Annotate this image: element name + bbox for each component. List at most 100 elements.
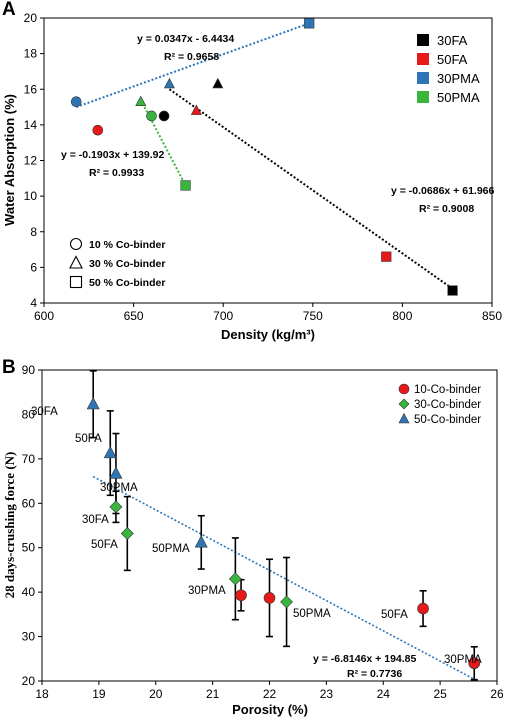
a-y-tick-label: 6 xyxy=(30,260,37,274)
b-legend-marker xyxy=(398,398,410,410)
b-point-label: 50FA xyxy=(75,433,102,445)
a-y-tick-label: 14 xyxy=(24,118,38,132)
b-data-point xyxy=(194,535,208,548)
a-legend-swatch xyxy=(417,34,429,46)
a-data-point xyxy=(146,110,157,122)
b-x-tick-label: 18 xyxy=(35,687,49,701)
b-point-label: 50PMA xyxy=(152,543,190,555)
b-x-tick-label: 25 xyxy=(433,687,447,701)
chart-panel-a: A 600 650 700 750 800 850 4 6 8 10 12 14 16 18 20 Densi… xyxy=(2,0,502,342)
a-data-point xyxy=(180,180,191,191)
b-y-tick-label: 40 xyxy=(22,585,36,599)
a-shape-legend-square xyxy=(69,275,83,289)
b-data-point xyxy=(468,657,481,670)
b-x-tick-label: 19 xyxy=(92,687,106,701)
a-legend-label: 50PMA xyxy=(437,90,480,105)
b-y-axis-label: 28 days-crushing force (N) xyxy=(2,452,17,599)
b-y-tick-label: 60 xyxy=(22,496,36,510)
a-x-tick-label: 850 xyxy=(482,309,502,323)
b-data-point xyxy=(280,595,293,609)
b-trendline-equation: y = -6.8146x + 194.85 xyxy=(313,653,416,665)
b-data-point xyxy=(120,527,134,540)
a-legend-label: 30FA xyxy=(437,33,468,48)
a-x-tick-label: 600 xyxy=(34,309,54,323)
b-point-label: 30PMA xyxy=(100,482,138,494)
b-x-tick-label: 24 xyxy=(377,687,391,701)
b-x-tick-label: 20 xyxy=(149,687,163,701)
a-y-tick-label: 8 xyxy=(30,225,37,239)
b-y-tick-label: 30 xyxy=(22,630,36,644)
a-data-point xyxy=(304,18,315,29)
b-trendline-r2: R² = 0.7736 xyxy=(347,668,402,680)
b-x-tick-label: 22 xyxy=(263,687,277,701)
a-x-tick-label: 800 xyxy=(392,309,412,323)
b-data-point xyxy=(263,592,276,604)
a-y-axis-label: Water Absorption (%) xyxy=(2,94,17,226)
a-trendline xyxy=(168,88,454,290)
a-trendline xyxy=(75,22,310,109)
a-shape-legend-triangle xyxy=(69,255,83,269)
b-point-label: 30PMA xyxy=(444,654,482,666)
b-data-point xyxy=(235,589,247,602)
a-legend-label: 30PMA xyxy=(437,71,480,86)
a-legend-label: 50FA xyxy=(437,52,468,67)
a-y-tick-label: 18 xyxy=(24,47,38,61)
panel-label-a: A xyxy=(2,0,16,20)
a-data-point xyxy=(447,285,458,296)
b-legend-label: 10-Co-binder xyxy=(414,384,481,396)
chart-panel-b: B 18 19 20 21 22 23 24 25 26 20 30 40 50 60 70 80 90 Poro… xyxy=(2,357,504,717)
a-shape-legend-label: 50 % Co-binder xyxy=(89,277,165,289)
a-x-tick-label: 750 xyxy=(303,309,323,323)
a-data-point xyxy=(212,77,224,89)
b-point-label: 50FA xyxy=(381,609,408,621)
a-data-point xyxy=(135,95,147,107)
b-legend-marker xyxy=(398,412,410,424)
a-x-tick-label: 700 xyxy=(213,309,233,323)
a-x-tick-label: 650 xyxy=(124,309,144,323)
b-y-tick-label: 80 xyxy=(22,407,36,421)
a-trendline-equation: y = -0.1903x + 139.92 xyxy=(61,149,164,161)
a-data-point xyxy=(70,96,82,108)
b-x-tick-label: 23 xyxy=(320,687,334,701)
b-trendline xyxy=(92,475,475,680)
a-shape-legend-label: 30 % Co-binder xyxy=(89,258,165,270)
b-legend-label: 30-Co-binder xyxy=(414,399,481,411)
a-legend-swatch xyxy=(417,91,429,103)
a-x-axis-label: Density (kg/m³) xyxy=(221,327,315,342)
b-legend-label: 50-Co-binder xyxy=(414,414,481,426)
a-legend-swatch xyxy=(417,53,429,65)
a-shape-legend-circle xyxy=(69,237,83,251)
b-x-tick-label: 26 xyxy=(490,687,504,701)
b-legend-marker xyxy=(398,383,410,395)
b-y-tick-label: 50 xyxy=(22,541,36,555)
b-data-point xyxy=(109,466,123,479)
a-data-point xyxy=(92,124,104,136)
a-trendline-r2: R² = 0.9933 xyxy=(89,167,144,179)
a-data-point xyxy=(163,77,175,89)
b-y-tick-label: 90 xyxy=(22,363,36,377)
panel-label-b: B xyxy=(2,357,16,378)
b-data-point xyxy=(417,602,429,615)
a-trendline-r2: R² = 0.9658 xyxy=(164,51,219,63)
b-point-label: 30FA xyxy=(82,514,109,526)
a-trendline-equation: y = -0.0686x + 61.966 xyxy=(391,185,494,197)
b-point-label: 50PMA xyxy=(293,608,331,620)
a-trendline-r2: R² = 0.9008 xyxy=(419,203,474,215)
b-x-tick-label: 21 xyxy=(206,687,220,701)
a-y-tick-label: 12 xyxy=(24,154,38,168)
a-trendline-equation: y = 0.0347x - 6.4434 xyxy=(137,33,234,45)
b-data-point xyxy=(86,396,100,410)
a-y-tick-label: 10 xyxy=(24,189,38,203)
a-y-tick-label: 4 xyxy=(30,296,37,310)
a-data-point xyxy=(190,104,202,115)
b-data-point xyxy=(109,500,123,514)
b-data-point xyxy=(103,445,117,459)
b-point-label: 50FA xyxy=(91,539,118,551)
b-y-tick-label: 70 xyxy=(22,452,36,466)
a-data-point xyxy=(381,251,392,262)
b-point-label: 30FA xyxy=(31,406,58,418)
b-y-tick-label: 20 xyxy=(22,674,36,688)
a-data-point xyxy=(158,110,170,122)
b-point-label: 30PMA xyxy=(188,585,226,597)
